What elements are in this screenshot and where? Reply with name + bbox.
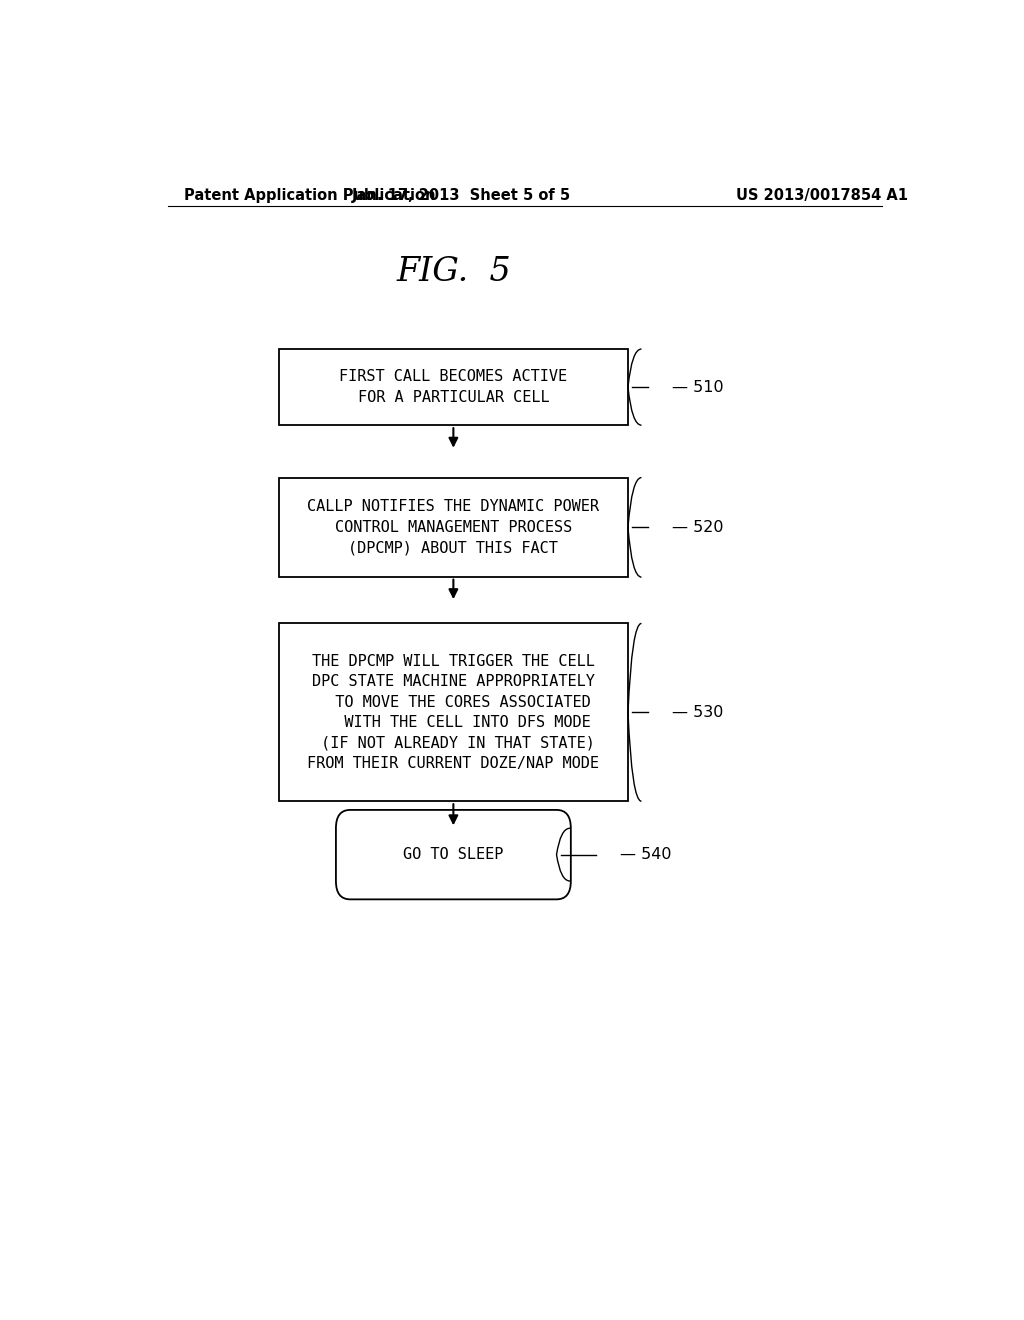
FancyBboxPatch shape (279, 623, 628, 801)
Text: Jan. 17, 2013  Sheet 5 of 5: Jan. 17, 2013 Sheet 5 of 5 (352, 187, 570, 203)
Text: — 520: — 520 (672, 520, 723, 535)
Text: US 2013/0017854 A1: US 2013/0017854 A1 (736, 187, 908, 203)
Text: THE DPCMP WILL TRIGGER THE CELL
DPC STATE MACHINE APPROPRIATELY
  TO MOVE THE CO: THE DPCMP WILL TRIGGER THE CELL DPC STAT… (307, 653, 599, 771)
Text: CALLP NOTIFIES THE DYNAMIC POWER
CONTROL MANAGEMENT PROCESS
(DPCMP) ABOUT THIS F: CALLP NOTIFIES THE DYNAMIC POWER CONTROL… (307, 499, 599, 556)
FancyBboxPatch shape (279, 348, 628, 425)
Text: — 530: — 530 (672, 705, 723, 719)
FancyBboxPatch shape (336, 810, 570, 899)
FancyBboxPatch shape (279, 478, 628, 577)
Text: FIRST CALL BECOMES ACTIVE
FOR A PARTICULAR CELL: FIRST CALL BECOMES ACTIVE FOR A PARTICUL… (339, 370, 567, 405)
Text: GO TO SLEEP: GO TO SLEEP (403, 847, 504, 862)
Text: — 540: — 540 (620, 847, 672, 862)
Text: FIG.  5: FIG. 5 (396, 256, 511, 288)
Text: Patent Application Publication: Patent Application Publication (183, 187, 435, 203)
Text: — 510: — 510 (672, 380, 723, 395)
